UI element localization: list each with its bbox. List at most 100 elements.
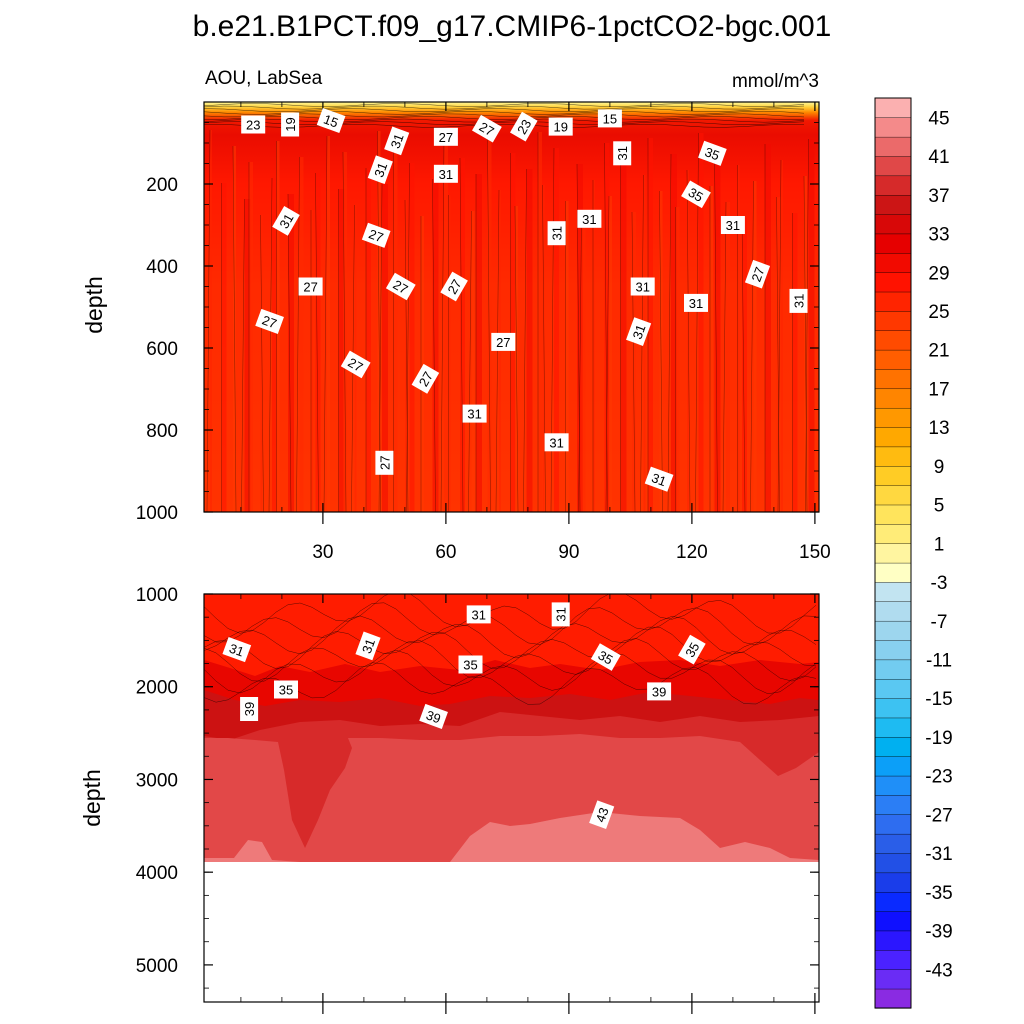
contour-label: 43 [589, 800, 615, 830]
x-tick-label: 60 [435, 542, 456, 563]
contour-streak [244, 199, 251, 512]
colorbar-label: 5 [934, 496, 945, 517]
contour-label-box [385, 272, 416, 301]
contour-line [241, 198, 245, 512]
contour-label-text: 39 [242, 702, 257, 716]
colorbar-label: 17 [928, 379, 949, 400]
colorbar-swatch [874, 407, 912, 428]
contour-label: 27 [440, 271, 468, 302]
contour-streak [448, 195, 451, 512]
contour-label-text: 23 [514, 117, 534, 137]
contour-label-text: 27 [367, 226, 386, 245]
colorbar-swatch [874, 213, 912, 235]
contour-label-text: 31 [276, 211, 296, 231]
colorbar-swatch [874, 117, 912, 138]
contour-label-box [684, 293, 708, 312]
contour-label-box [255, 308, 284, 334]
contour-line [204, 108, 805, 113]
contour-label-text: 31 [615, 146, 630, 160]
contour-label: 27 [375, 450, 394, 475]
contour-label-box [626, 317, 652, 346]
chart-title: b.e21.B1PCT.f09_g17.CMIP6-1pctCO2-bgc.00… [193, 10, 832, 43]
contour-streak [249, 162, 253, 512]
contour-label: 31 [789, 288, 808, 313]
contour-line [287, 193, 292, 512]
contour-streak [565, 201, 569, 512]
y-tick-label: 1000 [136, 585, 178, 606]
colorbar-label: -3 [931, 573, 948, 594]
contour-label-text: 31 [471, 607, 485, 622]
colorbar-swatch [874, 601, 912, 622]
contour-label: 31 [630, 277, 655, 296]
contour-streak [487, 137, 492, 512]
contour-streak [753, 181, 757, 512]
contour-label: 31 [433, 164, 458, 183]
contour-label: 31 [222, 637, 252, 663]
colorbar-swatch [874, 910, 912, 932]
colorbar-swatch [874, 194, 912, 215]
contour-label-box [597, 109, 622, 128]
colorbar-swatch [874, 678, 912, 699]
colorbar-label: -35 [925, 883, 952, 904]
colorbar-label: -23 [925, 767, 952, 788]
contour-label-box [274, 680, 298, 699]
colorbar-swatch [874, 814, 912, 835]
colorbar-label: -11 [926, 651, 952, 672]
contour-label-box [458, 655, 483, 674]
contour-streak [499, 190, 501, 512]
colorbar-label: 41 [928, 147, 949, 168]
colorbar-label: -43 [925, 960, 952, 981]
contour-streak [315, 173, 321, 512]
contour-line [514, 205, 519, 512]
contour-streak [698, 133, 704, 512]
contour-streak [338, 189, 345, 512]
contour-streak [726, 202, 730, 512]
contour-line [631, 211, 636, 512]
contour-label-box [647, 682, 672, 701]
contour-line [204, 626, 817, 669]
contour-label-text: 35 [596, 647, 616, 667]
colorbar-swatch [874, 252, 912, 273]
contour-streak [382, 184, 388, 512]
contour-line [542, 184, 546, 512]
colorbar-swatch [874, 175, 912, 196]
contour-streak [260, 215, 263, 512]
contour-label-text: 27 [496, 335, 510, 350]
contour-streak [221, 183, 227, 512]
contour-streak [675, 207, 680, 512]
contour-line [487, 136, 491, 512]
contour-streak [593, 180, 595, 512]
colorbar-label: 45 [928, 108, 949, 129]
contour-label: 35 [698, 140, 727, 166]
colorbar-swatch [874, 639, 912, 661]
contour-line [260, 214, 264, 512]
contour-label-text: 31 [227, 641, 246, 660]
contour-line [342, 151, 347, 512]
contour-label: 23 [241, 115, 266, 134]
contour-line [714, 148, 718, 512]
contour-label-box [240, 697, 259, 721]
contour-line [204, 594, 817, 634]
colorbar-label: 1 [934, 534, 945, 555]
contour-label-box [433, 127, 458, 146]
contour-label-box [510, 111, 538, 142]
contour-label-text: 27 [377, 456, 392, 470]
contour-line [377, 130, 381, 512]
colorbar-swatch [874, 349, 912, 370]
contour-label-text: 27 [391, 277, 411, 297]
contour-line [803, 175, 808, 512]
contour-line [323, 135, 328, 512]
contour-label-text: 35 [682, 640, 702, 660]
contour-label-box [419, 703, 448, 729]
contour-streak [808, 139, 815, 512]
contour-label: 35 [678, 634, 706, 665]
colorbar-swatch [874, 543, 912, 564]
contour-label: 31 [644, 466, 674, 492]
contour-label: 15 [316, 107, 346, 134]
contour-label-box [744, 259, 771, 289]
contour-line [315, 172, 319, 512]
contour-streak [432, 179, 439, 512]
lower-frame [203, 593, 820, 1003]
contour-streak [737, 165, 740, 512]
contour-streak [288, 194, 294, 512]
